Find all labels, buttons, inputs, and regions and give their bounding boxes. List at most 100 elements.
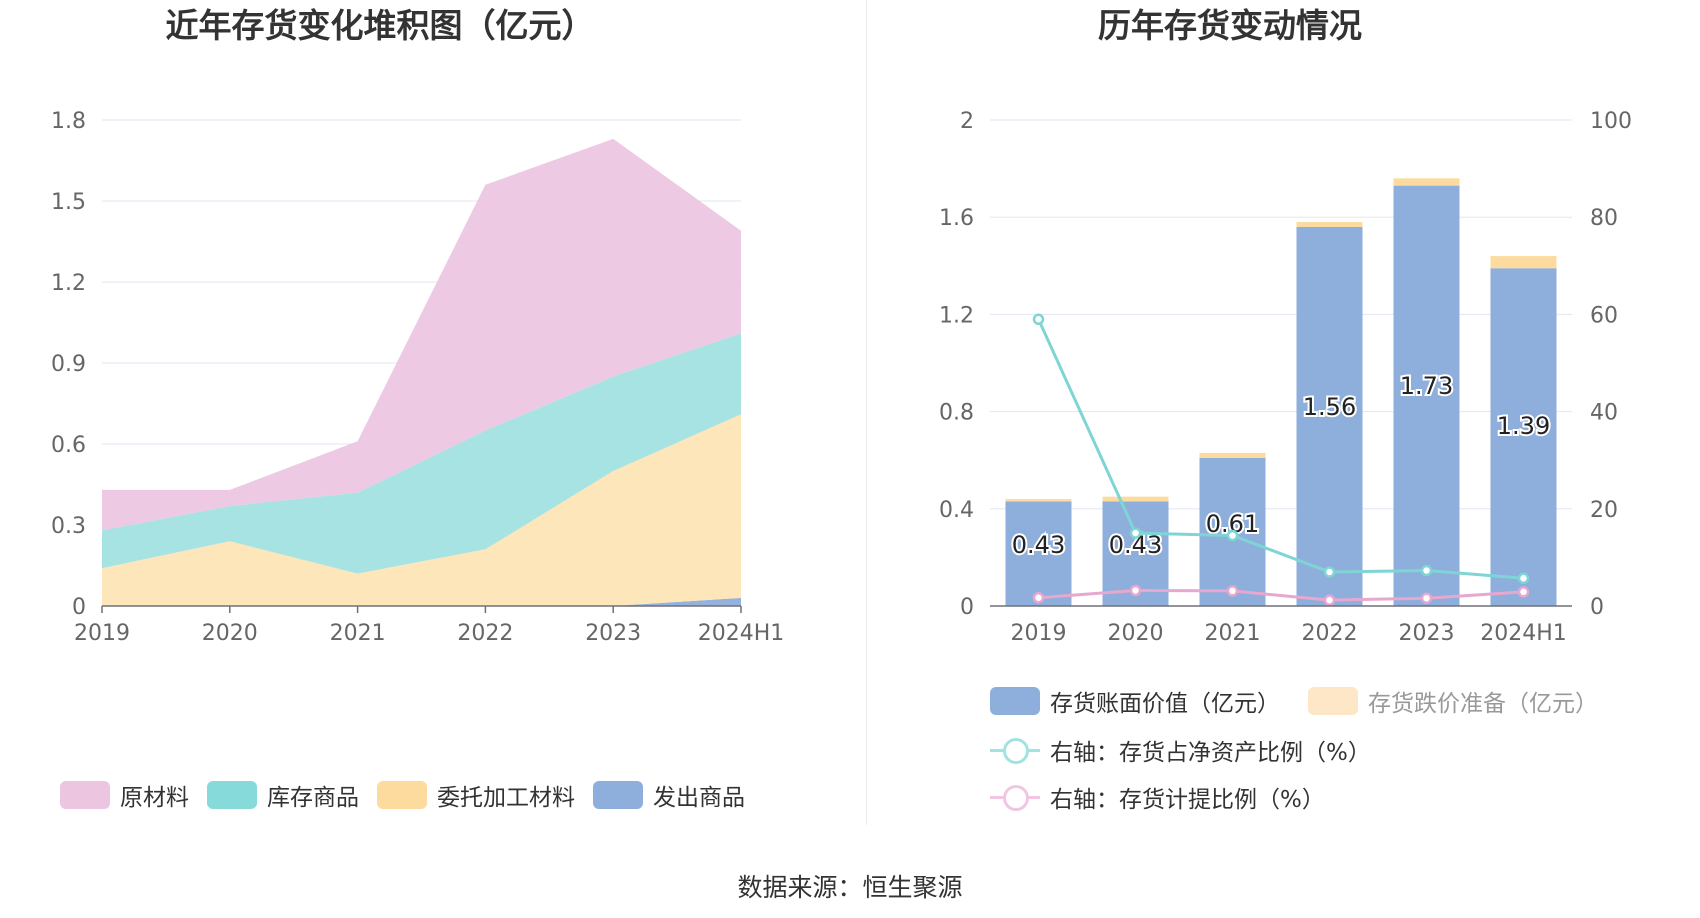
legend-item-reserve[interactable]: 存货跌价准备（亿元） (1308, 684, 1598, 718)
right-y-left-tick-label: 1.6 (939, 206, 974, 231)
right-chart-title: 历年存货变动情况 (1098, 6, 1362, 45)
legend-item-book-value[interactable]: 存货账面价值（亿元） (990, 684, 1280, 718)
bar-reserve (1005, 499, 1072, 502)
right-y-right-tick-label: 100 (1590, 109, 1632, 134)
legend-label-provision: 右轴：存货计提比例（%） (1050, 787, 1325, 813)
bar-reserve (1393, 178, 1460, 186)
left-legend: 原材料 库存商品 委托加工材料 发出商品 (60, 778, 763, 812)
bar-value-label: 1.56 (1303, 393, 1356, 421)
legend-label-reserve: 存货跌价准备（亿元） (1368, 691, 1598, 717)
legend-label-book-value: 存货账面价值（亿元） (1050, 691, 1280, 717)
right-legend-row-3: 右轴：存货计提比例（%） (990, 780, 1353, 814)
line-provision-ratio-point (1323, 594, 1336, 606)
right-x-tick-label: 2022 (1302, 621, 1358, 646)
right-y-left-tick-label: 1.2 (939, 303, 974, 328)
right-y-right-tick-label: 40 (1590, 401, 1618, 426)
line-provision-ratio-point (1420, 592, 1433, 604)
left-y-tick-label: 0 (72, 595, 86, 620)
panel-divider (866, 0, 867, 825)
line-provision-ratio-point (1517, 586, 1530, 598)
right-legend-row-1: 存货账面价值（亿元） 存货跌价准备（亿元） (990, 684, 1626, 718)
legend-item-raw[interactable]: 原材料 (60, 778, 189, 812)
line-net-asset-ratio (1037, 318, 1524, 580)
line-net-asset-ratio-point (1129, 527, 1142, 539)
line-provision-ratio-point (1129, 584, 1142, 597)
line-provision-ratio-point (1032, 591, 1045, 604)
right-legend-row-2: 右轴：存货占净资产比例（%） (990, 733, 1399, 767)
legend-label-ratio: 右轴：存货占净资产比例（%） (1050, 740, 1371, 766)
left-x-tick-label: 2021 (330, 621, 386, 646)
line-net-asset-ratio-point (1517, 572, 1530, 585)
left-stacked-areas (102, 138, 741, 606)
right-y-left-tick-label: 0.4 (939, 498, 974, 523)
area-stock (102, 333, 741, 574)
legend-item-shipped[interactable]: 发出商品 (593, 778, 745, 812)
bar-value-label: 1.39 (1497, 412, 1550, 440)
legend-label-raw: 原材料 (120, 785, 189, 811)
right-x-tick-label: 2020 (1108, 621, 1164, 646)
legend-item-consign[interactable]: 委托加工材料 (377, 778, 575, 812)
right-x-tick-label: 2024H1 (1480, 621, 1567, 646)
line-provision-ratio (1038, 588, 1524, 602)
right-x-tick-label: 2023 (1399, 621, 1455, 646)
bar-value-label: 0.43 (1109, 531, 1162, 559)
left-x-tick-label: 2023 (585, 621, 641, 646)
bar-book-value (1490, 268, 1557, 606)
left-x-tick-label: 2019 (74, 621, 130, 646)
area-raw (102, 138, 741, 531)
bar-reserve (1296, 222, 1363, 227)
left-y-tick-label: 0.6 (51, 433, 86, 458)
area-shipped (102, 597, 741, 606)
bar-value-label: 0.43 (1012, 531, 1065, 559)
bar-value-label: 1.73 (1400, 372, 1453, 400)
left-y-tick-label: 1.2 (51, 271, 86, 296)
legend-label-stock: 库存商品 (267, 785, 359, 811)
left-x-tick-label: 2020 (202, 621, 258, 646)
right-x-tick-label: 2021 (1205, 621, 1261, 646)
right-y-left-tick-label: 0.8 (939, 401, 974, 426)
left-y-tick-label: 1.5 (51, 190, 86, 215)
legend-item-stock[interactable]: 库存商品 (207, 778, 359, 812)
line-net-asset-ratio-point (1032, 313, 1045, 326)
legend-swatch-shipped (593, 781, 643, 809)
legend-label-consign: 委托加工材料 (437, 785, 575, 811)
bar-reserve (1490, 256, 1557, 269)
right-y-right-tick-label: 20 (1590, 498, 1618, 523)
bar-book-value (1005, 501, 1072, 606)
area-consign (102, 414, 741, 606)
right-x-tick-label: 2019 (1011, 621, 1067, 646)
legend-item-provision[interactable]: 右轴：存货计提比例（%） (990, 780, 1325, 814)
legend-label-shipped: 发出商品 (653, 785, 745, 811)
right-y-right-tick-label: 80 (1590, 206, 1618, 231)
right-y-left-tick-label: 0 (960, 595, 974, 620)
line-net-asset-ratio-point (1323, 566, 1336, 578)
bar-reserve (1199, 452, 1266, 458)
legend-swatch-reserve (1308, 687, 1358, 715)
legend-item-ratio[interactable]: 右轴：存货占净资产比例（%） (990, 733, 1371, 767)
left-chart-title: 近年存货变化堆积图（亿元） (165, 6, 595, 45)
legend-swatch-raw (60, 781, 110, 809)
right-y-left-tick-label: 2 (960, 109, 974, 134)
legend-swatch-provision (990, 783, 1040, 811)
legend-swatch-book-value (990, 687, 1040, 715)
line-net-asset-ratio-point (1420, 564, 1433, 577)
left-y-tick-label: 1.8 (51, 109, 86, 134)
legend-swatch-stock (207, 781, 257, 809)
bar-book-value (1296, 226, 1363, 607)
left-axes: 0 0.3 0.6 0.9 1.2 1.5 1.8 2019 2020 2021 2022 2023 2… (51, 109, 784, 646)
data-source: 数据来源：恒生聚源 (737, 873, 963, 902)
legend-swatch-ratio (990, 736, 1040, 764)
bar-book-value (1393, 185, 1460, 607)
line-net-asset-ratio-point (1226, 529, 1239, 542)
right-y-right-tick-label: 0 (1590, 595, 1604, 620)
right-y-right-tick-label: 60 (1590, 303, 1618, 328)
legend-swatch-consign (377, 781, 427, 809)
right-bars: 0.43 0.430.611.561.731.39 (1005, 178, 1557, 607)
left-x-tick-label: 2024H1 (698, 621, 785, 646)
left-y-tick-label: 0.9 (51, 352, 86, 377)
bar-reserve (1102, 496, 1169, 502)
left-y-tick-label: 0.3 (51, 514, 86, 539)
line-provision-ratio-point (1226, 585, 1239, 597)
